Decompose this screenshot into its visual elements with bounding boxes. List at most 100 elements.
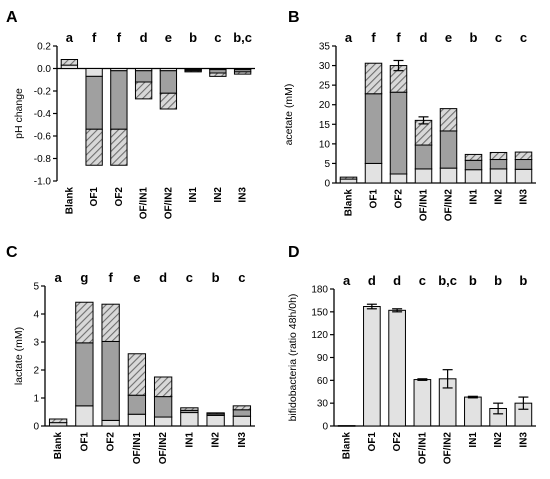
bar-segment (363, 306, 381, 427)
x-tick-label: IN1 (468, 432, 479, 448)
bar-segment (233, 71, 252, 75)
bar-of-in1 (134, 68, 153, 100)
panel-b-acetate-chart: B 0 5 10 15 20 25 30 35 acetate (mM) Blank a OF1 f OF… (283, 9, 536, 221)
x-tick-label: OF2 (106, 432, 117, 452)
x-tick-label: IN3 (237, 432, 248, 448)
bar-segment (232, 415, 252, 427)
y-axis-title: pH change (13, 88, 25, 139)
significance-letter: f (396, 30, 401, 45)
x-tick-label: OF2 (394, 189, 405, 209)
bar-in3 (514, 151, 533, 184)
significance-letter: b (519, 273, 527, 288)
x-tick-label: Blank (53, 432, 64, 460)
bar-of-in2 (159, 68, 178, 110)
bar-segment (388, 309, 406, 427)
significance-letter: b (494, 273, 502, 288)
y-tick-label: 150 (311, 307, 328, 318)
bar-in3 (232, 405, 252, 427)
bar-segment (85, 75, 103, 130)
significance-letter: b (469, 273, 477, 288)
bar-segment (127, 353, 147, 396)
significance-letter: a (66, 30, 74, 45)
bar-in2 (489, 151, 508, 184)
y-tick-label: 1 (33, 394, 39, 405)
y-tick-label: 0 (33, 422, 39, 433)
x-tick-label: OF/IN2 (444, 189, 455, 222)
bar-segment (110, 128, 128, 166)
bar-blank (337, 425, 356, 427)
significance-letter: c (520, 30, 527, 45)
bar-segment (464, 159, 483, 171)
x-tick-label: OF2 (392, 432, 403, 452)
bar-of-in1 (127, 353, 147, 427)
bar-segment (60, 64, 79, 69)
bar-in3 (514, 396, 533, 427)
bar-of-in2 (153, 376, 173, 427)
y-tick-label: 35 (319, 42, 331, 53)
bar-segment (339, 178, 358, 184)
bar-in1 (180, 407, 199, 427)
x-tick-label: OF2 (114, 187, 125, 207)
bar-segment (101, 340, 120, 421)
y-tick-label: 15 (319, 120, 331, 131)
bar-segment (232, 405, 252, 411)
bar-of1 (75, 301, 94, 427)
x-tick-label: IN1 (469, 189, 480, 205)
bar-segment (206, 412, 225, 415)
significance-letter: f (117, 30, 122, 45)
bar-segment (439, 167, 458, 184)
x-tick-label: IN2 (493, 432, 504, 448)
y-axis-title: acetate (mM) (283, 84, 295, 146)
bar-of-in1 (414, 116, 433, 184)
x-tick-label: OF1 (89, 187, 100, 207)
significance-letter: d (140, 30, 148, 45)
bar-segment (159, 92, 178, 110)
y-tick-label: 0.0 (37, 64, 51, 75)
bar-segment (514, 168, 533, 184)
bar-segment (153, 376, 173, 398)
significance-letter: f (92, 30, 97, 45)
bar-of1 (85, 68, 103, 166)
significance-letter: g (80, 270, 88, 285)
x-tick-label: OF/IN2 (163, 187, 174, 220)
significance-letter: d (159, 270, 167, 285)
significance-letter: c (214, 30, 221, 45)
significance-letter: a (343, 273, 351, 288)
bar-in2 (209, 68, 227, 77)
significance-letter: d (368, 273, 376, 288)
y-tick-label: 120 (311, 330, 328, 341)
significance-letter: c (186, 270, 193, 285)
x-tick-label: OF/IN2 (443, 432, 454, 465)
x-tick-label: OF/IN1 (139, 187, 150, 220)
y-tick-label: 30 (319, 61, 331, 72)
bar-segment (101, 419, 120, 427)
bar-segment (389, 91, 408, 175)
bar-segment (414, 144, 433, 170)
x-tick-label: OF/IN1 (417, 432, 428, 465)
bar-in1 (464, 395, 482, 427)
panel-c-lactate-chart: C 0 1 2 3 4 5 lactate (mM) Blank a OF1 g OF2 f OF/IN1… (6, 244, 255, 464)
significance-letter: f (371, 30, 376, 45)
bar-segment (48, 422, 68, 427)
y-tick-label: 60 (317, 376, 329, 387)
significance-letter: b,c (233, 30, 252, 45)
y-tick-label: 5 (324, 159, 330, 170)
bar-segment (101, 303, 120, 342)
significance-letter: b (470, 30, 478, 45)
x-tick-label: IN2 (211, 432, 222, 448)
bar-segment (514, 159, 533, 170)
bar-segment (134, 81, 153, 100)
bar-in3 (233, 68, 252, 75)
bar-segment (364, 93, 383, 164)
bar-segment (439, 108, 458, 132)
x-tick-label: OF1 (367, 432, 378, 452)
y-tick-label: 2 (33, 366, 39, 377)
bar-blank (48, 418, 68, 427)
bar-of-in1 (413, 378, 432, 427)
y-tick-label: 5 (33, 282, 39, 293)
bar-blank (339, 176, 358, 184)
y-tick-label: 25 (319, 81, 331, 92)
bar-of1 (363, 303, 381, 427)
bar-of-in2 (438, 369, 457, 427)
x-tick-label: IN1 (188, 187, 199, 203)
